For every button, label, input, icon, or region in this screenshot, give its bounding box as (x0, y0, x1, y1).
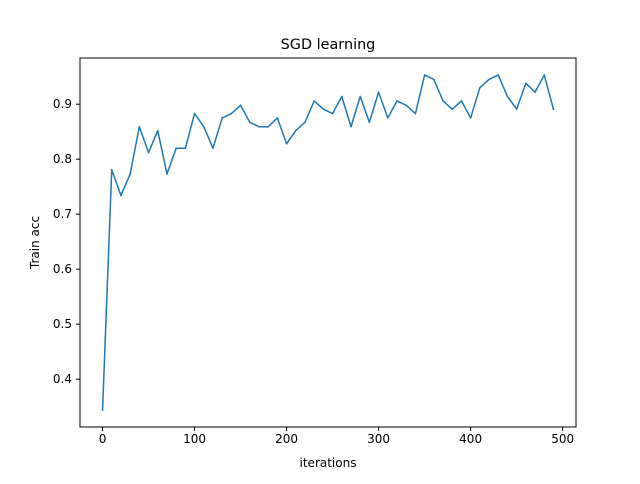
x-tick-label: 100 (183, 432, 206, 446)
x-tick-label: 300 (367, 432, 390, 446)
data-point (120, 194, 122, 197)
data-point (525, 82, 527, 85)
data-point (534, 91, 536, 93)
data-point (433, 78, 435, 81)
data-point (212, 147, 214, 149)
data-point (387, 117, 389, 119)
y-axis-ticks: 0.4 0.5 0.6 0.7 0.8 0.9 (53, 97, 80, 386)
data-point (276, 117, 279, 119)
data-point (405, 104, 407, 107)
data-point (184, 147, 187, 149)
data-point (359, 95, 361, 98)
data-point (543, 74, 545, 76)
y-tick-label: 0.4 (53, 372, 72, 386)
data-point (515, 108, 518, 110)
data-point (249, 121, 251, 124)
data-point (442, 100, 444, 102)
data-point (239, 104, 242, 107)
data-point (175, 147, 177, 149)
plot-frame (79, 57, 577, 428)
data-point (166, 173, 168, 175)
data-point (552, 108, 555, 110)
x-tick-label: 0 (99, 432, 107, 446)
data-point (451, 108, 453, 110)
data-point (221, 117, 223, 119)
data-point (129, 173, 131, 175)
y-tick-label: 0.9 (53, 97, 72, 111)
data-point (203, 125, 205, 128)
x-tick-label: 400 (459, 432, 482, 446)
data-point (506, 95, 509, 98)
y-tick-label: 0.7 (53, 207, 72, 221)
data-point (285, 143, 288, 145)
x-axis-label: iterations (300, 456, 357, 470)
data-point (488, 78, 490, 81)
data-point (414, 112, 417, 115)
y-tick-label: 0.8 (53, 152, 72, 166)
data-point (377, 91, 380, 93)
y-axis-label: Train acc (28, 216, 42, 270)
data-point (147, 151, 150, 154)
data-point (267, 125, 269, 128)
data-point (341, 95, 343, 98)
data-point (469, 117, 472, 119)
data-point (423, 74, 426, 76)
series-layer (101, 74, 555, 411)
data-point (111, 168, 113, 171)
data-point (396, 100, 398, 102)
data-point (350, 125, 352, 128)
data-point (101, 409, 104, 411)
data-point (193, 112, 196, 115)
y-tick-label: 0.5 (53, 317, 72, 331)
data-point (460, 100, 463, 102)
data-point (331, 112, 334, 115)
data-point (368, 121, 371, 124)
x-axis-ticks: 0 100 200 300 400 500 (99, 427, 574, 446)
data-point (304, 121, 306, 124)
data-point (497, 74, 499, 76)
data-point (479, 86, 481, 89)
data-point (157, 129, 159, 132)
data-point (138, 125, 141, 128)
data-point (313, 100, 315, 102)
data-point (322, 108, 325, 110)
y-tick-label: 0.6 (53, 262, 72, 276)
x-tick-label: 500 (551, 432, 574, 446)
x-tick-label: 200 (275, 432, 298, 446)
data-point (230, 112, 233, 115)
chart-title: SGD learning (281, 37, 376, 53)
data-point (258, 125, 260, 128)
series-line (101, 74, 555, 411)
data-point (295, 129, 297, 132)
